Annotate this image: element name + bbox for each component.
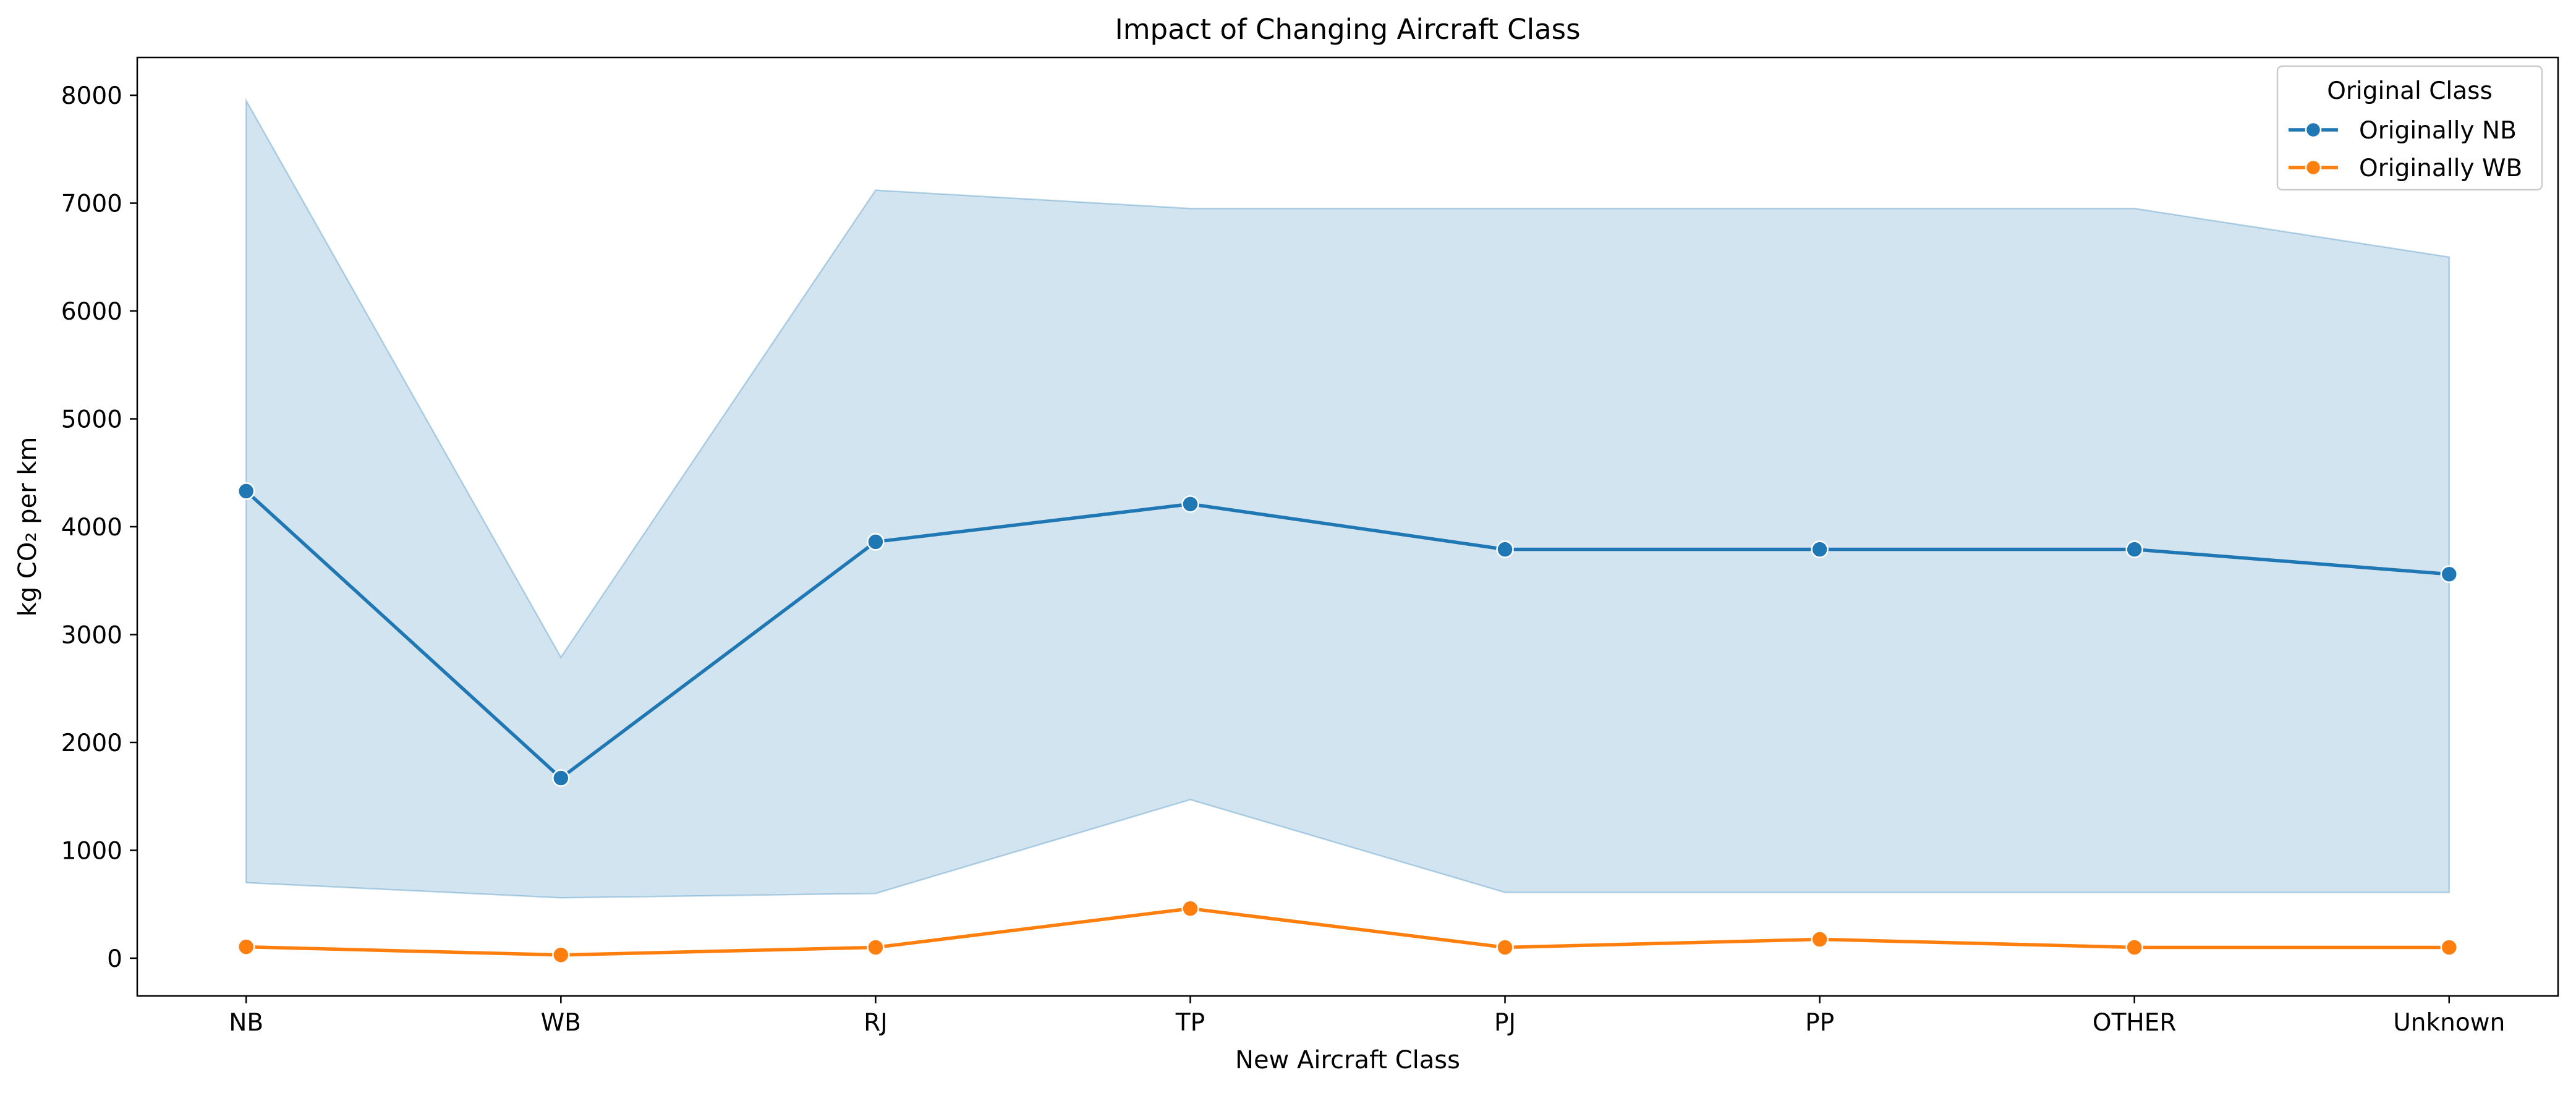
y-tick-label: 8000: [61, 82, 122, 110]
chart-title: Impact of Changing Aircraft Class: [1115, 13, 1580, 46]
x-tick-label: TP: [1175, 1009, 1205, 1037]
data-point: [552, 946, 570, 964]
data-point: [867, 938, 885, 956]
series-line-1: [244, 906, 2451, 957]
data-point: [1181, 495, 1199, 513]
y-tick-label: 0: [107, 945, 122, 973]
legend-label-0: Originally NB: [2359, 117, 2517, 145]
data-point: [2125, 938, 2143, 956]
x-tick-label: PJ: [1494, 1009, 1516, 1037]
data-point: [237, 482, 255, 500]
y-tick-label: 6000: [61, 298, 122, 326]
data-point: [1496, 938, 1514, 956]
y-tick-label: 4000: [61, 514, 122, 542]
data-point: [237, 938, 255, 956]
data-point: [867, 533, 885, 551]
x-tick-label: NB: [229, 1009, 263, 1037]
legend-title: Original Class: [2327, 77, 2493, 105]
legend-label-1: Originally WB: [2359, 155, 2522, 182]
legend: Original Class Originally NB Originally W…: [2276, 65, 2543, 191]
series-lines: [244, 489, 2451, 957]
data-point: [2125, 540, 2143, 558]
series-line-0: [244, 489, 2451, 780]
x-tick-label: WB: [541, 1009, 581, 1037]
legend-marker-0: [2305, 121, 2322, 138]
confidence-band-0: [245, 98, 2451, 899]
data-point: [2440, 565, 2459, 584]
y-tick-label: 3000: [61, 621, 122, 649]
y-tick-label: 1000: [61, 837, 122, 865]
data-point: [1811, 930, 1829, 948]
data-point: [1496, 540, 1514, 558]
x-axis: NB WB RJ TP PJ PP OTHER Unknown: [229, 996, 2505, 1037]
data-point: [2440, 938, 2459, 956]
y-tick-label: 7000: [61, 190, 122, 218]
y-axis-label: kg CO₂ per km: [14, 437, 42, 617]
confidence-bands: [245, 98, 2451, 899]
legend-frame: [2276, 65, 2543, 191]
x-tick-label: Unknown: [2393, 1009, 2505, 1037]
x-tick-label: RJ: [864, 1009, 888, 1037]
data-point: [1811, 540, 1829, 558]
x-tick-label: PP: [1805, 1009, 1834, 1037]
data-point: [1181, 899, 1199, 917]
y-axis: 0 1000 2000 3000 4000 5000 6000 7000 8000: [61, 82, 137, 973]
y-tick-label: 5000: [61, 406, 122, 434]
x-axis-label: New Aircraft Class: [1235, 1046, 1460, 1074]
legend-marker-1: [2305, 159, 2322, 176]
data-point: [552, 769, 570, 787]
y-tick-label: 2000: [61, 729, 122, 757]
series-points: [237, 482, 2459, 964]
x-tick-label: OTHER: [2093, 1009, 2177, 1037]
